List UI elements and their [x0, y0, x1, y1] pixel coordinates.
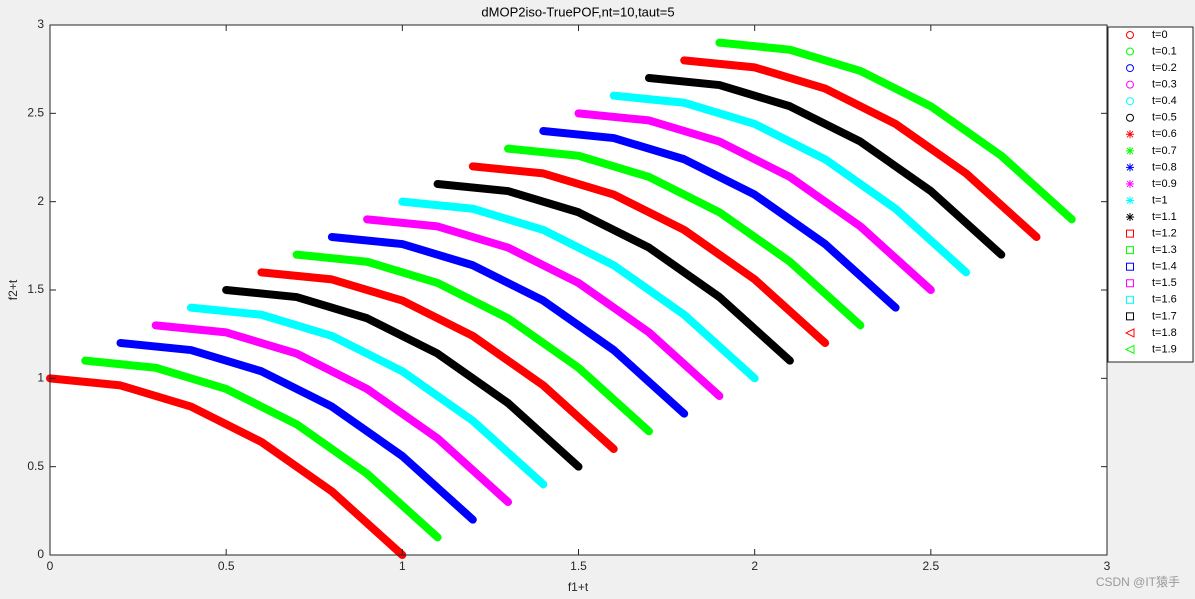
- curve: [715, 38, 1076, 224]
- curve: [644, 74, 1006, 259]
- legend-label: t=1.8: [1152, 327, 1177, 339]
- legend-label: t=0.2: [1152, 62, 1177, 74]
- legend-label: t=1.6: [1152, 294, 1177, 306]
- legend-label: t=0.5: [1152, 112, 1177, 124]
- marker-stroke: [1126, 130, 1134, 138]
- x-tick-label: 1: [399, 559, 406, 573]
- legend-box: [1107, 26, 1194, 363]
- y-tick-label: 0.5: [27, 459, 44, 473]
- y-tick-label: 2: [37, 194, 44, 208]
- legend-marker: [1126, 113, 1134, 122]
- watermark: CSDN @IT猿手: [1096, 574, 1180, 589]
- marker-stroke: [1126, 213, 1134, 221]
- curve: [363, 215, 724, 400]
- x-tick-label: 0: [47, 559, 54, 573]
- legend-label: t=0.7: [1152, 145, 1177, 157]
- legend-label: t=0.6: [1152, 128, 1177, 140]
- legend-marker: [1126, 31, 1134, 39]
- chart-title: dMOP2iso-TruePOF,nt=10,taut=5: [481, 4, 674, 19]
- curve: [186, 303, 548, 489]
- legend-label: t=0.8: [1152, 161, 1177, 173]
- legend-marker: [1126, 47, 1134, 56]
- legend-marker: [1124, 328, 1135, 338]
- legend-marker: [1124, 344, 1135, 355]
- legend-marker: [1126, 246, 1134, 255]
- curve: [222, 286, 583, 471]
- curve: [116, 339, 477, 524]
- marker-stroke: [1126, 147, 1134, 155]
- y-axis-label: f2+t: [6, 279, 20, 300]
- curve: [468, 162, 830, 347]
- curve: [504, 144, 865, 330]
- curve: [539, 127, 900, 312]
- curve: [151, 321, 513, 506]
- curve: [292, 250, 653, 436]
- legend-label: t=0.3: [1152, 79, 1177, 91]
- marker-stroke: [1126, 164, 1134, 171]
- legend-marker: [1126, 279, 1134, 288]
- curve: [433, 180, 794, 365]
- y-tick-label: 0: [37, 547, 44, 561]
- legend-label: t=0.9: [1152, 178, 1177, 190]
- curve: [46, 374, 407, 559]
- curve: [327, 233, 689, 418]
- curve: [81, 356, 442, 542]
- x-tick-label: 0.5: [218, 559, 235, 573]
- y-tick-label: 1.5: [27, 282, 44, 296]
- legend-marker: [1126, 213, 1134, 222]
- legend-label: t=1.3: [1152, 244, 1177, 256]
- y-tick-label: 1: [37, 371, 44, 385]
- x-tick-label: 3: [1104, 559, 1111, 573]
- legend-marker: [1126, 146, 1134, 155]
- legend-marker: [1126, 179, 1134, 188]
- legend-marker: [1126, 262, 1134, 271]
- marker-stroke: [1126, 197, 1134, 204]
- legend-marker: [1126, 130, 1134, 139]
- legend-label: t=1.4: [1152, 261, 1177, 273]
- legend-marker: [1126, 196, 1134, 205]
- legend-marker: [1126, 64, 1134, 73]
- plot-area: [50, 25, 1107, 555]
- legend-label: t=0.4: [1152, 95, 1177, 107]
- x-axis-label: f1+t: [568, 580, 589, 594]
- curve: [398, 197, 759, 383]
- legend-marker: [1126, 229, 1134, 238]
- legend-marker: [1126, 80, 1134, 89]
- curve: [574, 109, 935, 294]
- x-tick-label: 1.5: [570, 559, 587, 573]
- legend-label: t=0.1: [1152, 45, 1177, 57]
- legend-marker: [1126, 163, 1134, 172]
- legend-label: t=1.9: [1152, 343, 1177, 355]
- x-tick-label: 2: [751, 559, 758, 573]
- legend-label: t=1.1: [1152, 211, 1177, 223]
- legend-marker: [1126, 97, 1134, 106]
- curve: [609, 91, 971, 277]
- legend-label: t=0: [1152, 29, 1168, 41]
- legend-marker: [1126, 312, 1134, 321]
- x-tick-label: 2.5: [922, 559, 939, 573]
- y-tick-label: 3: [37, 17, 44, 31]
- legend-label: t=1.2: [1152, 228, 1177, 240]
- marker-stroke: [1126, 180, 1134, 188]
- legend-label: t=1: [1152, 194, 1168, 206]
- legend-label: t=1.5: [1152, 277, 1177, 289]
- y-tick-label: 2.5: [27, 106, 44, 120]
- curve: [257, 268, 618, 453]
- legend-marker: [1126, 295, 1134, 304]
- curve: [680, 56, 1041, 241]
- legend-label: t=1.7: [1152, 310, 1177, 322]
